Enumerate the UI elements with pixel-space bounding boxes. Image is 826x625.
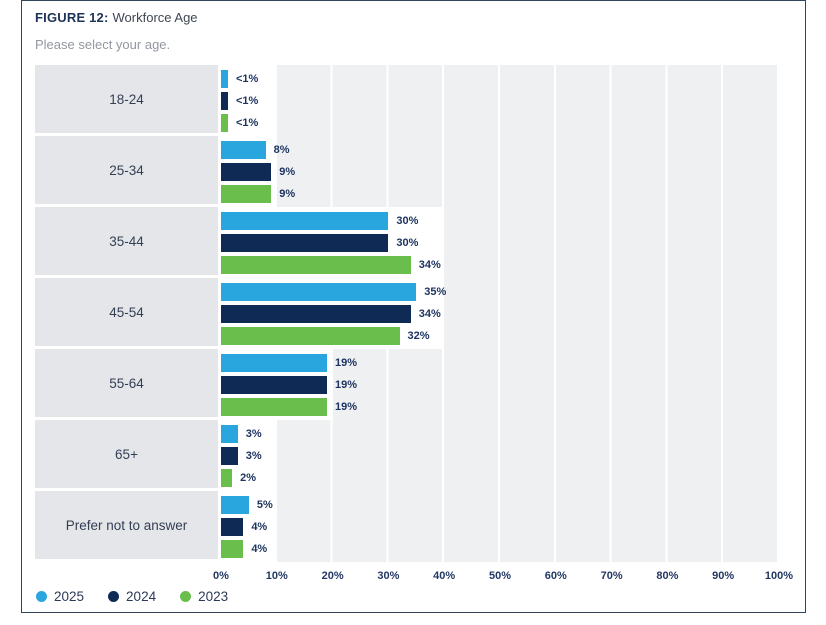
bar-2024-65: [221, 447, 238, 465]
bar-2023-45-54: [221, 327, 400, 345]
legend-swatch-icon: [36, 591, 47, 602]
x-axis: 0% 10% 20% 30% 40% 50% 60% 70% 80% 90% 100%: [35, 570, 793, 590]
figure-title: FIGURE 12: Workforce Age: [35, 10, 198, 25]
bar-value-label: 30%: [396, 237, 419, 249]
bar-value-label: 4%: [251, 521, 268, 533]
bar-value-label: 3%: [245, 428, 262, 440]
bar-2023-65: [221, 469, 233, 487]
figure-card: FIGURE 12: Workforce Age Please select yo…: [21, 0, 806, 613]
figure-number-label: FIGURE 12:: [35, 10, 109, 25]
chart-row-65: 65+ 3% 3% 2%: [35, 420, 781, 491]
category-label: 25-34: [35, 136, 218, 204]
bar-2024-35-44: [221, 234, 389, 252]
legend-item-2025: 2025: [36, 589, 84, 604]
category-label: 65+: [35, 420, 218, 488]
legend: 2025 2024 2023: [36, 589, 228, 604]
legend-swatch-icon: [108, 591, 120, 602]
axis-tick-label: 0%: [213, 570, 229, 582]
legend-label: 2023: [198, 589, 229, 604]
bar-2023-55-64: [221, 398, 328, 416]
bar-value-label: 32%: [407, 330, 430, 342]
bar-2025-25-34: [221, 141, 266, 159]
axis-tick-label: 30%: [377, 570, 400, 582]
axis-tick-label: 100%: [764, 570, 794, 582]
axis-tick-label: 90%: [712, 570, 735, 582]
legend-label: 2025: [54, 589, 85, 604]
bar-2025-prefer-not-to-answer: [221, 496, 249, 514]
figure-title-text: Workforce Age: [112, 10, 198, 25]
bar-value-label: 9%: [279, 188, 296, 200]
chart-row-18-24: 18-24 <1% <1% <1%: [35, 65, 781, 136]
bar-2023-35-44: [221, 256, 411, 274]
bar-value-label: 19%: [335, 379, 358, 391]
axis-tick-label: 80%: [656, 570, 679, 582]
bar-value-label: 34%: [418, 259, 441, 271]
bar-2025-35-44: [221, 212, 389, 230]
bar-value-label: 9%: [279, 166, 296, 178]
bar-2023-18-24: [221, 114, 228, 132]
bar-value-label: 2%: [240, 472, 257, 484]
chart-row-55-64: 55-64 19% 19% 19%: [35, 349, 781, 420]
bar-value-label: 30%: [396, 215, 419, 227]
bar-value-label: 5%: [256, 499, 273, 511]
legend-label: 2024: [126, 589, 157, 604]
chart-row-35-44: 35-44 30% 30% 34%: [35, 207, 781, 278]
bar-chart: 18-24 <1% <1% <1% 25-34 8% 9% 9% 35-44 30% 30% 34% 4…: [35, 65, 793, 625]
chart-row-25-34: 25-34 8% 9% 9%: [35, 136, 781, 207]
bar-2025-45-54: [221, 283, 417, 301]
bar-2025-65: [221, 425, 238, 443]
bar-2023-prefer-not-to-answer: [221, 540, 244, 558]
bar-value-label: <1%: [236, 73, 259, 85]
bar-value-label: <1%: [236, 95, 259, 107]
axis-tick-label: 40%: [433, 570, 456, 582]
bar-2023-25-34: [221, 185, 272, 203]
bar-value-label: 19%: [335, 357, 358, 369]
chart-row-45-54: 45-54 35% 34% 32%: [35, 278, 781, 349]
bar-value-label: 8%: [273, 144, 290, 156]
category-label: 35-44: [35, 207, 218, 275]
axis-tick-label: 10%: [265, 570, 288, 582]
axis-tick-label: 60%: [544, 570, 567, 582]
bar-2024-25-34: [221, 163, 272, 181]
category-label: 55-64: [35, 349, 218, 417]
category-label: Prefer not to answer: [35, 491, 218, 559]
legend-item-2023: 2023: [180, 589, 228, 604]
bar-value-label: 19%: [335, 401, 358, 413]
chart-row-prefer-not-to-answer: Prefer not to answer 5% 4% 4%: [35, 491, 781, 562]
bar-2025-18-24: [221, 70, 228, 88]
bar-2025-55-64: [221, 354, 328, 372]
category-label: 45-54: [35, 278, 218, 346]
category-label: 18-24: [35, 65, 218, 133]
bar-value-label: 35%: [424, 286, 447, 298]
figure-subtitle: Please select your age.: [35, 37, 171, 52]
axis-tick-label: 70%: [600, 570, 623, 582]
bar-2024-45-54: [221, 305, 411, 323]
bar-2024-prefer-not-to-answer: [221, 518, 244, 536]
legend-item-2024: 2024: [108, 589, 156, 604]
axis-tick-label: 20%: [321, 570, 344, 582]
bar-value-label: 3%: [245, 450, 262, 462]
bar-value-label: 4%: [251, 543, 268, 555]
bar-value-label: 34%: [418, 308, 441, 320]
legend-swatch-icon: [180, 591, 192, 602]
axis-tick-label: 50%: [488, 570, 512, 582]
bar-2024-18-24: [221, 92, 228, 110]
bar-value-label: <1%: [236, 117, 259, 129]
row-highlight-band: [221, 65, 277, 136]
bar-2024-55-64: [221, 376, 328, 394]
